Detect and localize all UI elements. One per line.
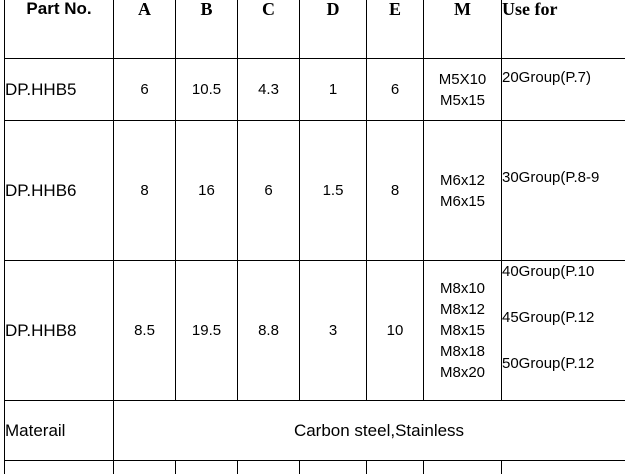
empty-cell [237,460,300,474]
part-number: DP.HHB6 [4,120,114,261]
screw-size: M5X10 [438,70,487,88]
header-c: C [237,0,300,59]
value-b: 16 [175,120,238,261]
use-for-cell: 30Group(P.8-9 [501,120,625,261]
screw-size: M8x20 [439,364,486,381]
value-e: 8 [366,120,424,261]
use-for-group: 20Group(P.7) [502,69,591,86]
header-row: Part No. A B C D E M Use for [4,0,625,59]
value-d: 1 [299,58,367,121]
empty-cell [366,460,424,474]
screw-size: M8x18 [439,343,486,360]
screw-size: M8x10 [439,280,486,297]
screw-size: M5x15 [439,91,486,109]
screw-sizes: M6x12 M6x15 [423,120,502,261]
value-a: 8.5 [113,260,176,401]
screw-sizes: M5X10 M5x15 [423,58,502,121]
header-m: M [423,0,502,59]
empty-cell [175,460,238,474]
material-row: Materail Carbon steel,Stainless [4,400,625,461]
use-for-group: 30Group(P.8-9 [502,169,600,186]
value-d: 3 [299,260,367,401]
table-row-hhb6: DP.HHB6 8 16 6 1.5 8 M6x12 M6x15 30Group… [4,120,625,261]
use-for-group: 45Group(P.12 [502,309,595,326]
table-row-hhb5: DP.HHB5 6 10.5 4.3 1 6 M5X10 M5x15 20Gro… [4,58,625,121]
value-a: 8 [113,120,176,261]
part-number: DP.HHB8 [4,260,114,401]
header-e: E [366,0,424,59]
screw-size: M8x15 [439,322,486,339]
use-for-cell: 20Group(P.7) [501,58,625,121]
material-value: Carbon steel,Stainless [113,400,625,461]
value-e: 10 [366,260,424,401]
header-part-no: Part No. [4,0,114,59]
value-c: 4.3 [237,58,300,121]
empty-cell [4,460,114,474]
header-b: B [175,0,238,59]
header-a: A [113,0,176,59]
value-a: 6 [113,58,176,121]
empty-cell [423,460,502,474]
value-b: 10.5 [175,58,238,121]
screw-sizes: M8x10 M8x12 M8x15 M8x18 M8x20 [423,260,502,401]
value-c: 8.8 [237,260,300,401]
part-number: DP.HHB5 [4,58,114,121]
value-c: 6 [237,120,300,261]
empty-cell [113,460,176,474]
value-d: 1.5 [299,120,367,261]
use-for-group: 40Group(P.10 [502,263,595,280]
empty-cell [299,460,367,474]
part-spec-table: Part No. A B C D E M Use for DP.HHB5 6 1… [4,0,625,474]
material-label: Materail [4,400,114,461]
value-e: 6 [366,58,424,121]
empty-cell [501,460,625,474]
screw-size: M6x15 [439,192,486,210]
use-for-cell: 40Group(P.10 45Group(P.12 50Group(P.12 [501,260,625,401]
header-use-for: Use for [501,0,625,59]
use-for-group: 50Group(P.12 [502,355,595,372]
header-d: D [299,0,367,59]
table-row-hhb8: DP.HHB8 8.5 19.5 8.8 3 10 M8x10 M8x12 M8… [4,260,625,401]
screw-size: M8x12 [439,301,486,318]
value-b: 19.5 [175,260,238,401]
table-row-empty [4,460,625,474]
screw-size: M6x12 [439,171,486,189]
